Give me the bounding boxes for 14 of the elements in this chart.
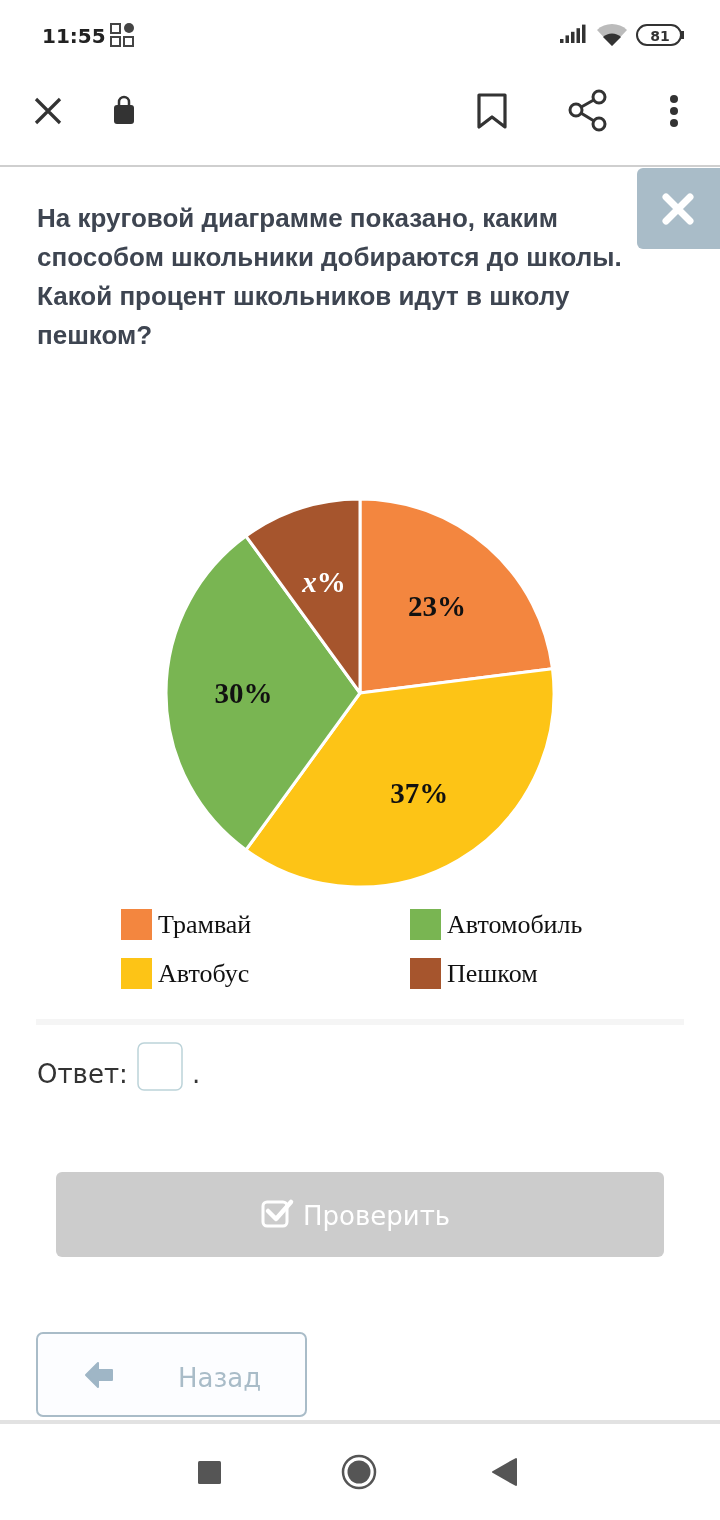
data-label: 30%: [214, 677, 273, 710]
legend-label: Трамвай: [158, 910, 252, 939]
text: 11:55: [42, 24, 106, 48]
text: Назад: [178, 1363, 262, 1393]
text: 81: [650, 28, 670, 44]
legend-label: Автобус: [158, 959, 250, 988]
data-label: x%: [301, 566, 346, 599]
data-label: 23%: [407, 589, 466, 622]
legend-label: Автомобиль: [447, 910, 583, 939]
data-label: 37%: [390, 777, 449, 810]
chart-title: На круговой диаграмме показано, каким способом школьники добираются до школы. Какой процент школьников идут в школу пешком?: [37, 202, 623, 352]
text: .: [192, 1059, 201, 1089]
text: Ответ:: [37, 1059, 128, 1089]
legend-label: Пешком: [447, 959, 538, 988]
